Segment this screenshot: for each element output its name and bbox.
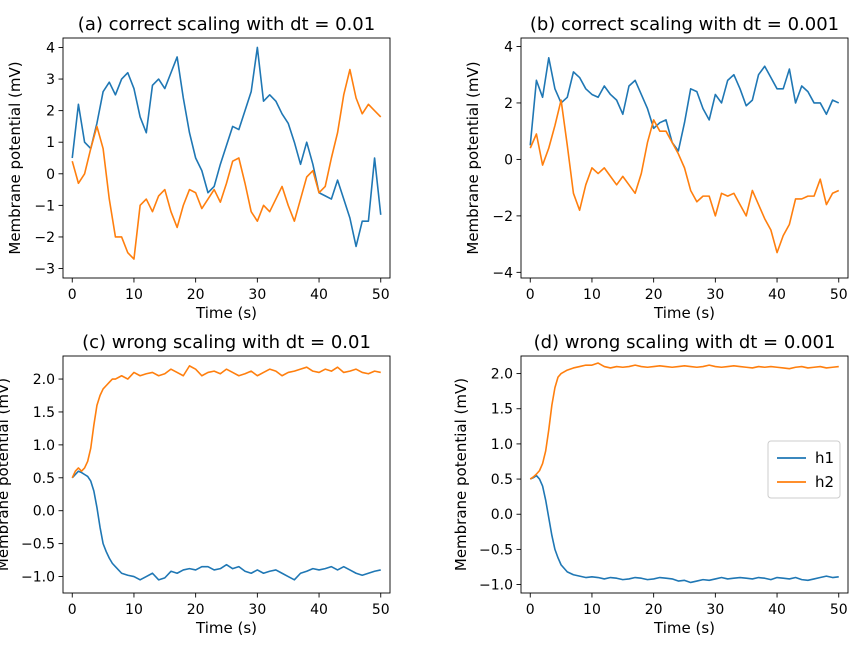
x-tick-label: 50: [830, 602, 848, 618]
series-line-h2: [529, 362, 839, 480]
x-tick-label: 50: [372, 602, 390, 618]
x-tick-label: 30: [706, 287, 724, 303]
y-tick-label: −2: [492, 209, 513, 225]
series-line-h2: [71, 68, 382, 260]
axes-frame: [520, 355, 849, 594]
y-tick-label: 0.0: [33, 504, 55, 520]
x-axis-label: Time (s): [195, 304, 257, 322]
axes-frame: [62, 37, 391, 279]
x-tick-label: 30: [248, 287, 266, 303]
chart-title: (c) wrong scaling with dt = 0.01: [82, 332, 371, 353]
x-tick-label: 40: [310, 287, 328, 303]
series-line-h2: [529, 99, 840, 254]
y-tick-label: 0.5: [33, 471, 55, 487]
x-tick-label: 10: [583, 287, 601, 303]
chart-panel-2: 0 10 20 30 40 50 −4 −2 0 2 4 (b) correct scaling wi…: [464, 14, 849, 322]
x-tick-label: 40: [768, 602, 786, 618]
x-tick-label: 50: [830, 287, 848, 303]
series-line-h1: [71, 470, 381, 581]
y-tick-label: −2: [34, 230, 55, 246]
legend-label-h2: h2: [815, 473, 834, 491]
x-tick-label: 20: [187, 287, 205, 303]
y-tick-label: −1: [34, 198, 55, 214]
x-tick-label: 40: [310, 602, 328, 618]
y-tick-label: 1: [46, 135, 55, 151]
y-tick-label: 0: [504, 152, 513, 168]
x-tick-label: 10: [583, 602, 601, 618]
y-axis-label: Membrane potential (mV): [464, 61, 482, 254]
y-tick-label: 2: [46, 104, 55, 120]
x-tick-label: 20: [187, 602, 205, 618]
y-tick-label: 0: [46, 167, 55, 183]
y-tick-label: 1.5: [491, 402, 513, 418]
x-axis-label: Time (s): [653, 304, 715, 322]
y-tick-label: −0.5: [21, 537, 55, 553]
y-tick-label: 1.0: [491, 437, 513, 453]
y-tick-label: 4: [46, 40, 55, 56]
x-tick-label: 0: [526, 287, 535, 303]
x-tick-label: 30: [706, 602, 724, 618]
series-line-h1: [529, 474, 839, 584]
y-axis-label: Membrane potential (mV): [6, 61, 24, 254]
y-tick-label: −3: [34, 262, 55, 278]
x-tick-label: 0: [68, 287, 77, 303]
x-tick-label: 0: [526, 602, 535, 618]
y-tick-label: −0.5: [479, 542, 513, 558]
y-axis-label: Membrane potential (mV): [452, 378, 470, 571]
y-axis-label: Membrane potential (mV): [0, 378, 12, 571]
chart-panel-3: 0 10 20 30 40 50 −1.0 −0.5 0.0 0.5 1.0 1.5 2.0 (c) wr…: [0, 332, 391, 637]
y-tick-label: −1.0: [479, 578, 513, 594]
y-tick-label: 2.0: [491, 367, 513, 383]
y-tick-label: 0.5: [491, 472, 513, 488]
y-tick-label: 3: [46, 72, 55, 88]
chart-panel-4: 0 10 20 30 40 50 −1.0 −0.5 0.0 0.5 1.0 1.5 2.0 (d) wr…: [452, 332, 849, 637]
series-line-h2: [71, 365, 381, 479]
y-tick-label: −1.0: [21, 570, 55, 586]
y-tick-label: 0.0: [491, 507, 513, 523]
legend-label-h1: h1: [815, 449, 834, 467]
x-axis-label: Time (s): [653, 619, 715, 637]
y-tick-label: −4: [492, 265, 513, 281]
x-tick-label: 20: [645, 602, 663, 618]
chart-title: (d) wrong scaling with dt = 0.001: [534, 332, 836, 353]
chart-panel-1: 0 10 20 30 40 50 −3 −2 −1 0 1 2 3 4 (a) correct scalin…: [6, 14, 391, 322]
y-tick-label: 2.0: [33, 372, 55, 388]
chart-title: (a) correct scaling with dt = 0.01: [78, 14, 375, 35]
x-axis-label: Time (s): [195, 619, 257, 637]
y-tick-label: 2: [504, 96, 513, 112]
legend-box: [767, 440, 841, 499]
x-tick-label: 0: [68, 602, 77, 618]
chart-title: (b) correct scaling with dt = 0.001: [530, 14, 839, 35]
y-tick-label: 1.5: [33, 405, 55, 421]
x-tick-label: 10: [125, 602, 143, 618]
x-tick-label: 20: [645, 287, 663, 303]
series-line-h1: [71, 46, 382, 248]
x-tick-label: 40: [768, 287, 786, 303]
series-line-h1: [529, 56, 840, 152]
y-tick-label: 4: [504, 39, 513, 55]
axes-frame: [520, 37, 849, 279]
x-tick-label: 30: [248, 602, 266, 618]
y-tick-label: 1.0: [33, 438, 55, 454]
x-tick-label: 50: [372, 287, 390, 303]
axes-frame: [62, 355, 391, 594]
x-tick-label: 10: [125, 287, 143, 303]
